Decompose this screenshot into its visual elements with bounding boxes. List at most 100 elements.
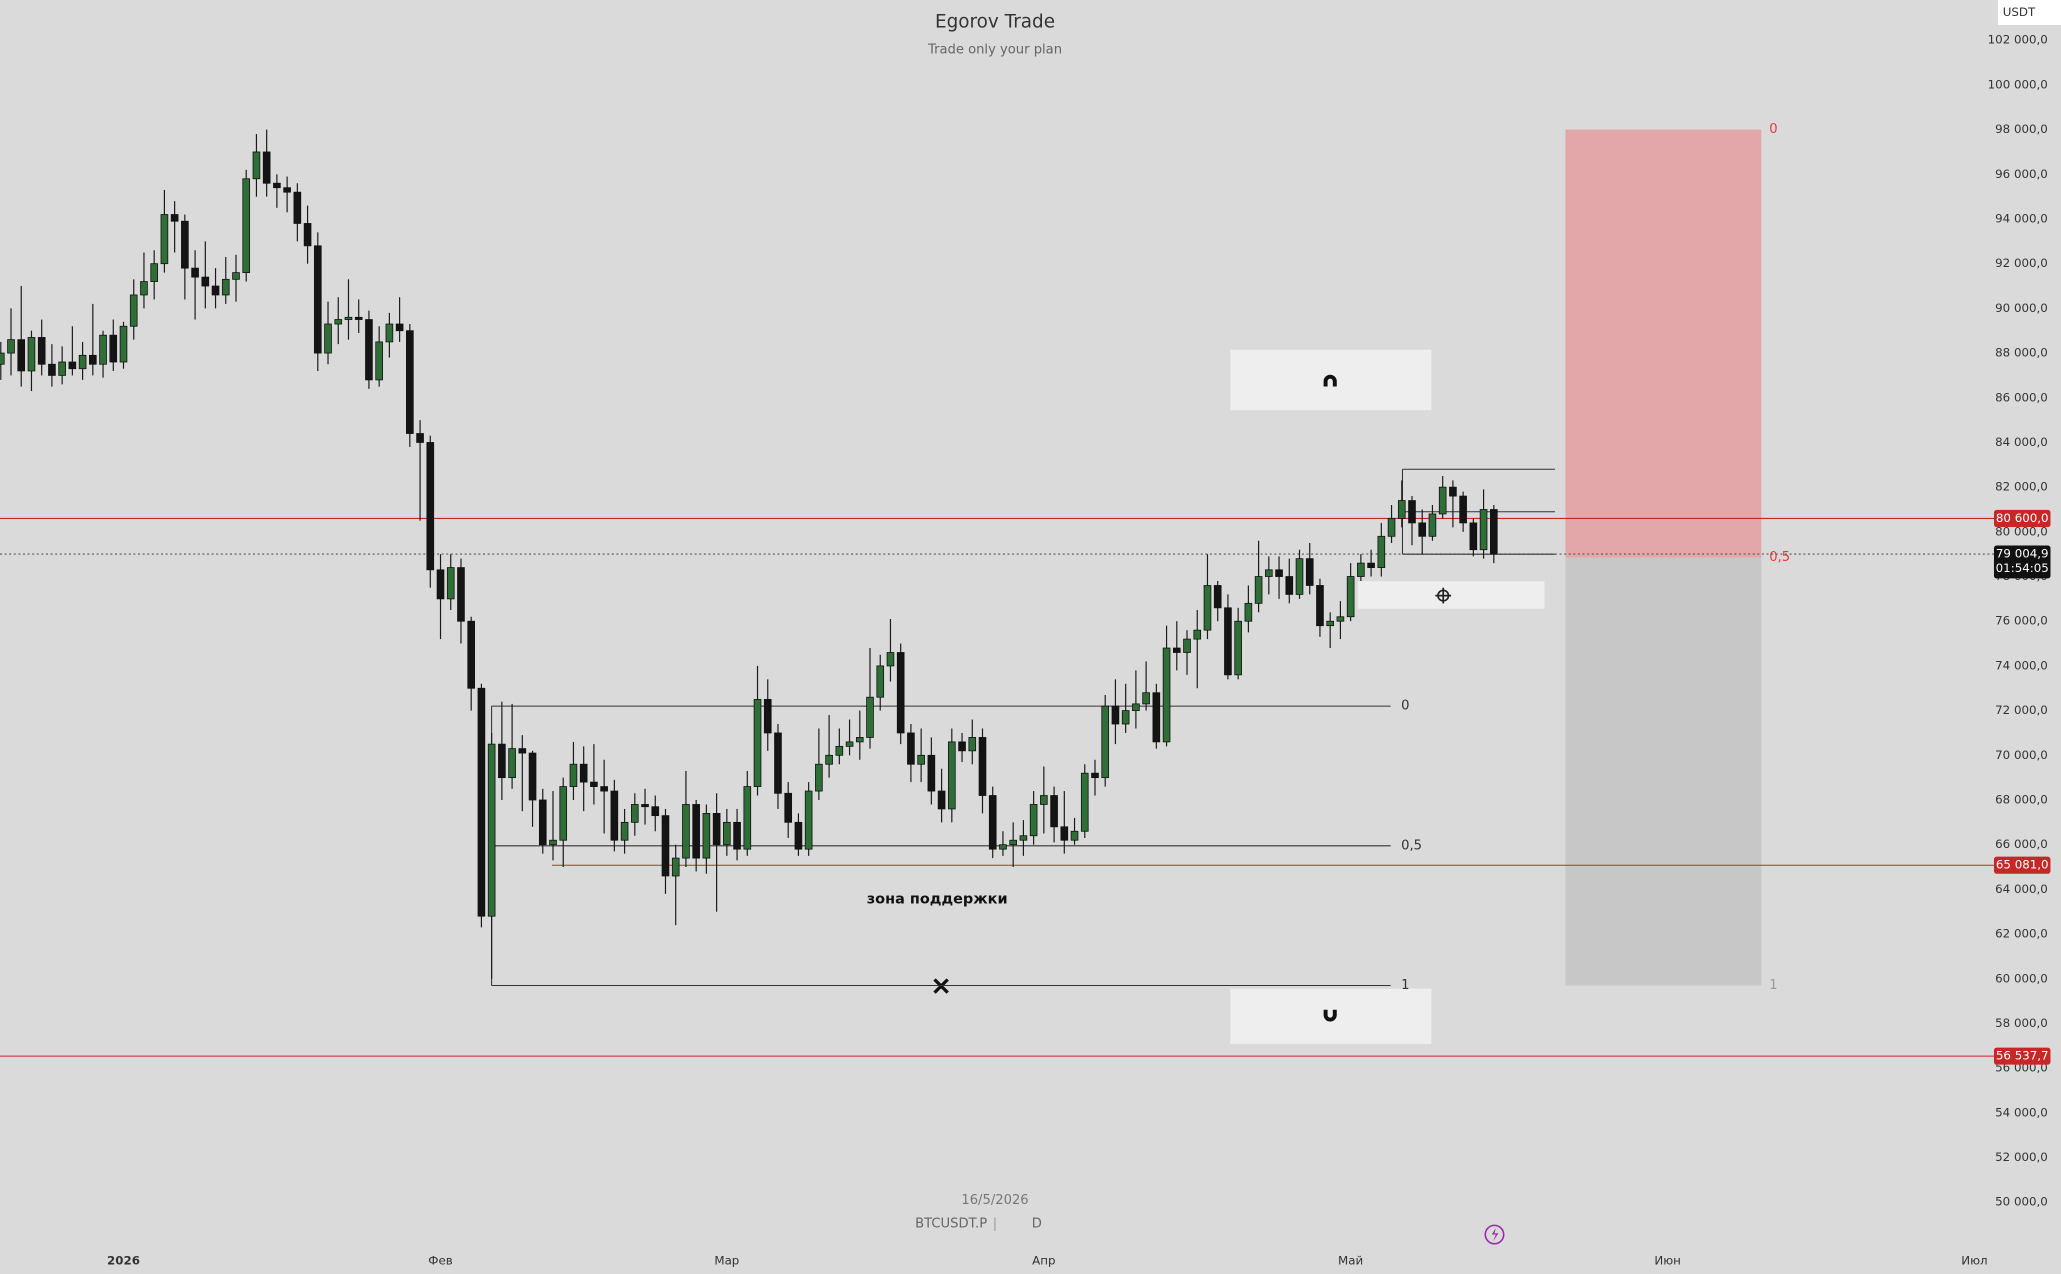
candle-body	[1121, 710, 1130, 725]
candle-body	[406, 330, 414, 434]
y-tick-label: 68 000,0	[1995, 792, 2048, 806]
candle-body	[170, 214, 179, 222]
candle-body	[1438, 486, 1447, 515]
candle-body	[1019, 835, 1028, 841]
candle-body	[293, 191, 302, 224]
candle-body	[1275, 569, 1283, 577]
candle-body	[303, 223, 312, 247]
candle-body	[262, 151, 271, 184]
candle-body	[538, 799, 547, 846]
y-tick-label: 66 000,0	[1995, 837, 2048, 851]
candle-body	[1479, 509, 1488, 551]
candle-body	[999, 844, 1007, 850]
candle-body	[1459, 495, 1467, 524]
stop-zone	[1565, 129, 1762, 558]
position-level-label: 0	[1769, 122, 1777, 137]
candle-body	[365, 319, 373, 381]
symbol-label: BTCUSDT.P	[915, 1217, 987, 1232]
fib-level-label: 0,5	[1401, 838, 1422, 853]
candle-body	[232, 272, 240, 280]
candle-body	[1193, 629, 1202, 640]
candle-body	[1183, 638, 1191, 653]
candle-body	[1111, 705, 1120, 725]
candle-body	[794, 821, 803, 850]
candle-body	[620, 821, 629, 841]
price-tag	[1993, 856, 2051, 874]
candle-body	[1203, 585, 1212, 631]
candle-body	[1254, 576, 1263, 604]
candle-body	[1285, 576, 1294, 595]
candle-body	[559, 786, 568, 841]
y-tick-label: 52 000,0	[1995, 1150, 2048, 1164]
candle-body	[17, 339, 26, 372]
candle-body	[1213, 585, 1222, 609]
candle-body	[508, 748, 516, 779]
y-tick-label: 90 000,0	[1995, 301, 2048, 315]
candle-body	[68, 361, 77, 370]
position-level-label: 0,5	[1769, 550, 1790, 565]
candle-body	[160, 214, 169, 265]
candle-body	[1357, 562, 1365, 577]
candle-body	[753, 699, 762, 787]
currency-label[interactable]: USDT	[2003, 5, 2036, 19]
candle-body	[1367, 562, 1375, 568]
y-tick-label: 70 000,0	[1995, 748, 2048, 762]
candle-body	[498, 743, 506, 779]
candle-body	[641, 804, 649, 808]
candle-body	[579, 763, 588, 783]
candle-body	[181, 220, 189, 269]
candle-body	[1060, 826, 1069, 841]
candle-body	[518, 748, 527, 754]
candle-body	[221, 278, 230, 296]
candle-body	[1224, 607, 1232, 676]
candle-body	[1029, 804, 1038, 837]
x-tick-label: Апр	[1032, 1253, 1055, 1267]
candle-body	[1408, 500, 1416, 524]
candle-body	[1265, 569, 1273, 577]
candle-body	[457, 567, 465, 622]
crosshair-icon[interactable]	[1435, 587, 1452, 604]
interval-label: D	[1032, 1217, 1042, 1232]
candle-body	[426, 442, 435, 571]
candle-body	[1418, 522, 1427, 537]
x-tick-label: Фев	[428, 1253, 452, 1267]
candle-body	[211, 285, 220, 296]
candle-body	[651, 806, 660, 817]
currency-box[interactable]	[1997, 0, 2061, 25]
candle-body	[385, 323, 394, 343]
magnet-icon[interactable]	[1323, 1009, 1337, 1022]
candle-body	[1428, 513, 1437, 537]
candle-body	[988, 795, 997, 850]
candle-body	[1234, 620, 1242, 676]
candle-body	[702, 813, 711, 859]
magnet-box[interactable]	[1230, 349, 1432, 411]
candle-body	[1295, 558, 1304, 595]
candle-body	[78, 354, 87, 370]
y-tick-label: 80 000,0	[1995, 524, 2048, 538]
candle-body	[835, 745, 844, 756]
candle-body	[1101, 705, 1110, 779]
candle-body	[549, 839, 557, 846]
close-icon[interactable]	[933, 978, 949, 994]
magnet-box[interactable]	[1230, 988, 1432, 1044]
candle-body	[968, 737, 977, 752]
candle-body	[140, 281, 148, 296]
candle-body	[1091, 772, 1099, 779]
candle-body	[1316, 585, 1324, 627]
candle-body	[1009, 839, 1017, 846]
candle-body	[1040, 795, 1048, 805]
fib-level-label: 1	[1401, 978, 1409, 993]
candle-body	[119, 325, 128, 363]
x-tick-label: Май	[1338, 1253, 1363, 1267]
candle-body	[354, 316, 363, 320]
candle-body	[590, 781, 598, 787]
magnet-icon[interactable]	[1323, 374, 1337, 387]
candle-body	[692, 804, 700, 859]
y-tick-label: 54 000,0	[1995, 1105, 2048, 1119]
candle-body	[1326, 620, 1334, 627]
candle-body	[1142, 692, 1150, 705]
y-tick-label: 102 000,0	[1988, 33, 2048, 47]
y-tick-label: 58 000,0	[1995, 1016, 2048, 1030]
candle-body	[763, 699, 772, 734]
